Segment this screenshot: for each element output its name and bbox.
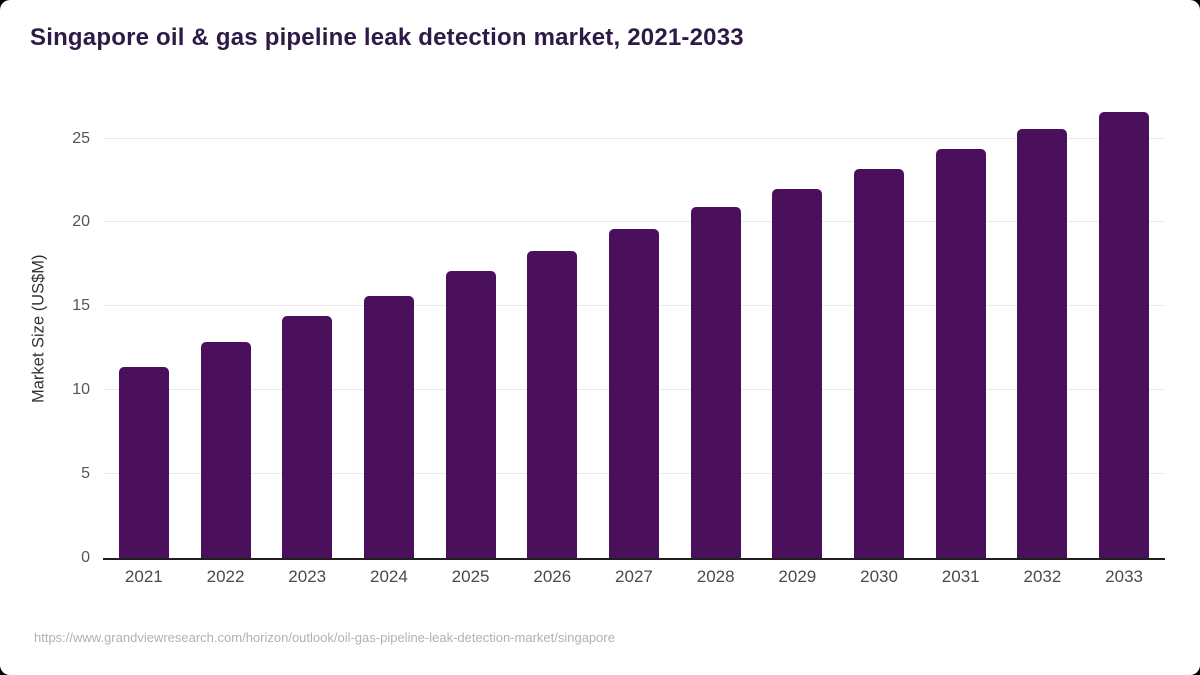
gridline [103,137,1165,139]
y-tick-label: 0 [81,549,90,566]
x-tick-label: 2022 [206,567,245,586]
bar-2031 [935,148,986,558]
x-tick-label: 2028 [696,567,735,586]
bar-2021 [118,366,169,558]
bar-column [511,100,593,558]
y-tick-label: 20 [72,213,90,231]
x-tick-label: 2025 [451,567,490,586]
bar-2023 [282,316,333,558]
bar-column [430,100,512,558]
y-tick-label: 5 [81,465,90,483]
y-tick-label: 10 [72,381,90,399]
x-tick-label: 2033 [1105,567,1143,586]
y-axis-tick-labels: 0 5 10 15 20 25 [0,100,90,565]
bar-column [185,100,267,558]
chart-title: Singapore oil & gas pipeline leak detect… [30,24,744,51]
x-tick-label: 2024 [369,567,408,586]
plot-area [103,100,1165,560]
bar-2029 [772,188,823,558]
bar-column [348,100,430,558]
bar-2028 [690,207,741,558]
y-tick-label: 15 [72,297,90,315]
bar-column [103,100,185,558]
bar-column [1083,100,1165,558]
x-tick-label: 2032 [1023,567,1062,586]
bar-2033 [1099,111,1150,558]
y-tick-label: 25 [72,129,90,147]
x-tick-label: 2031 [941,567,980,586]
bar-column [1002,100,1084,558]
x-tick-label: 2021 [124,567,163,586]
bar-2032 [1017,128,1068,558]
bar-column [838,100,920,558]
bar-2030 [854,168,905,558]
bar-series [103,100,1165,558]
x-tick-label: 2023 [288,567,327,586]
x-tick-label: 2029 [778,567,817,586]
bar-2027 [608,229,659,558]
x-axis-tick-labels: 2021 2022 2023 2024 2025 2026 2027 2028 2029 2030… [103,567,1165,587]
bar-2026 [527,251,578,558]
bar-column [757,100,839,558]
gridline [103,221,1165,223]
bar-2025 [445,271,496,558]
bar-column [675,100,757,558]
bar-2022 [200,341,251,558]
bar-2024 [363,296,414,558]
x-tick-label: 2030 [860,567,898,586]
bar-column [593,100,675,558]
x-tick-label: 2026 [533,567,572,586]
x-tick-label: 2027 [615,567,653,586]
bar-column [920,100,1002,558]
source-url: https://www.grandviewresearch.com/horizo… [34,630,615,645]
bar-column [266,100,348,558]
